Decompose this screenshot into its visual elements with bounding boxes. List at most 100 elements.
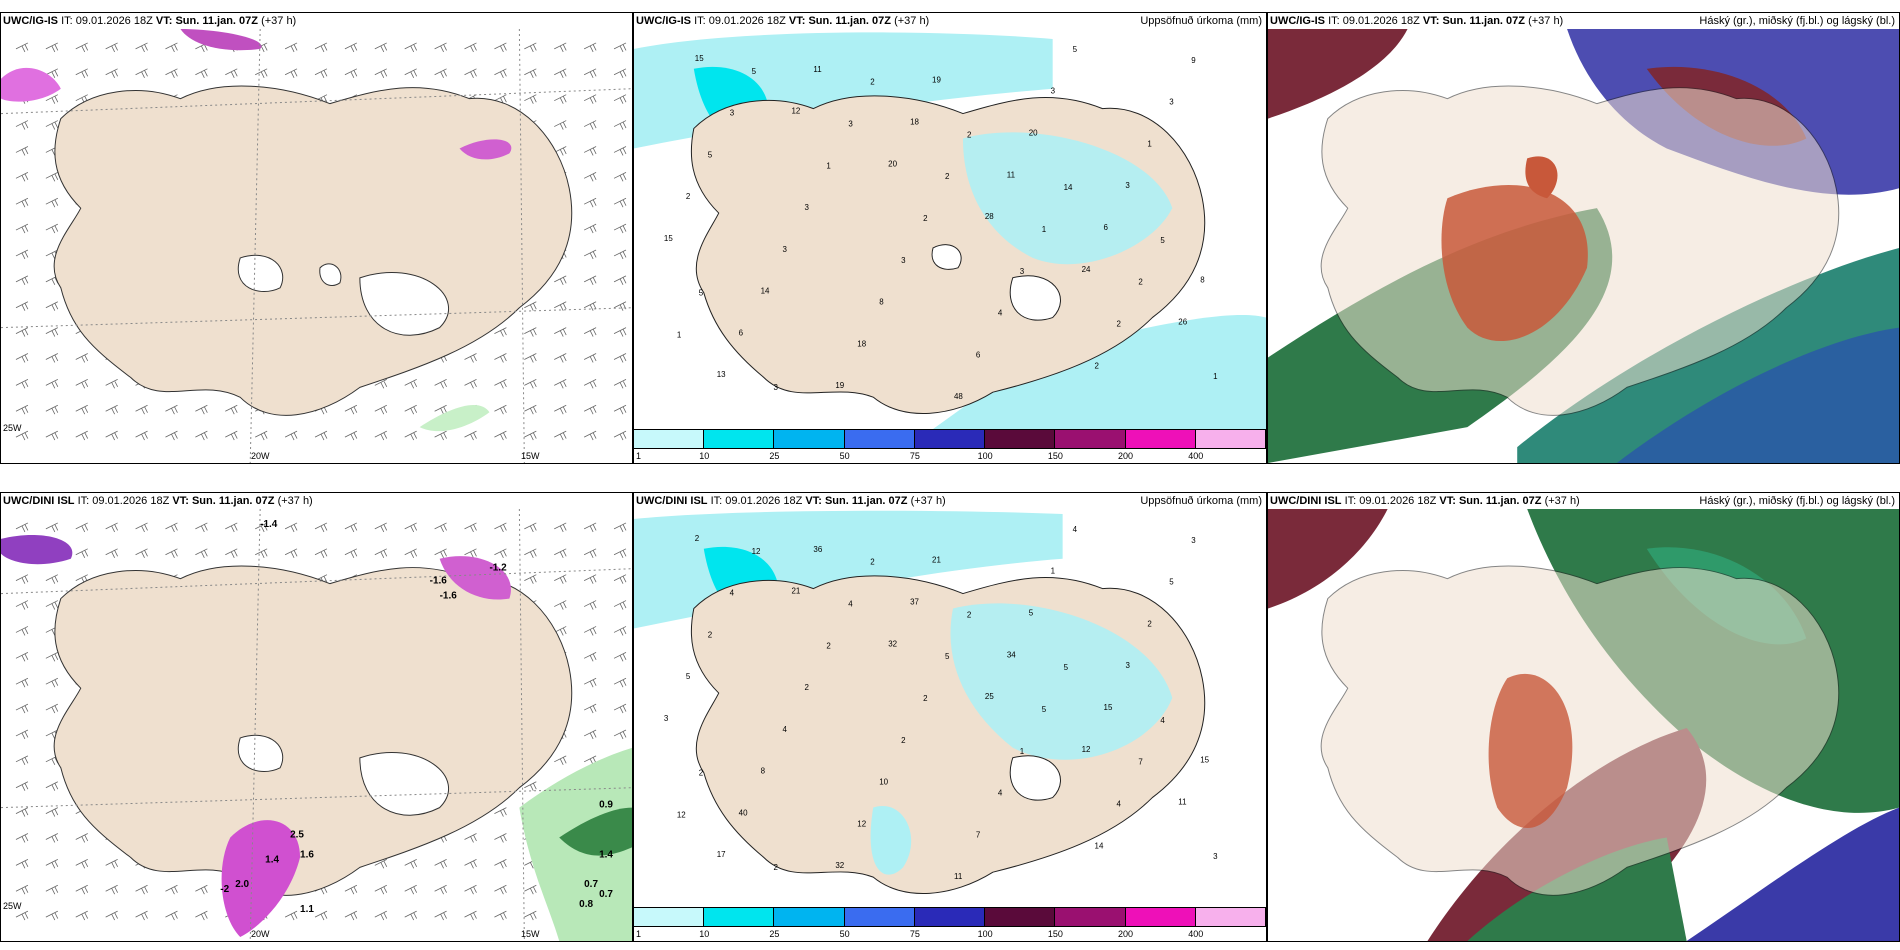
wind-barb [613,600,627,610]
wind-barb [344,548,358,558]
colorbar-swatch [634,908,705,926]
precip-value: 2 [870,558,875,567]
wind-barb [15,301,29,311]
wind-barb [404,42,418,53]
wind-barb [195,548,208,558]
wind-barb [15,223,29,234]
wind-barb [434,430,447,441]
wind-barb [464,548,477,558]
wind-barb [524,430,537,441]
wind-barb [314,68,328,78]
wind-barb [434,548,447,558]
wind-barb [613,94,627,104]
panel-precip-igis: UWC/IG-IS IT: 09.01.2026 18Z VT: Sun. 11… [633,12,1267,464]
precip-value: 2 [945,172,950,181]
precip-value: 3 [783,245,788,254]
precip-value: 1 [1042,225,1047,234]
wind-barb [105,859,118,869]
wind-barb [613,42,627,53]
axis-label-20w: 20W [251,451,270,461]
wind-barb [374,42,388,53]
wind-barb [524,94,537,104]
wind-barb [75,884,89,895]
wind-barb [464,353,477,363]
wind-barb [613,404,627,415]
wind-barb [165,68,178,78]
wind-barb [583,522,597,533]
wind-barb [404,68,418,78]
wind-barb [284,522,298,533]
precip-value: 3 [848,120,853,129]
wind-barb [45,703,59,714]
wind-barb [583,651,597,662]
wind-barb [434,404,447,415]
precip-value: 24 [1082,265,1091,274]
wind-barb [45,120,59,130]
wind-barb [135,910,148,921]
wind-barb [404,910,418,921]
wind-barb [583,600,597,610]
precip-value: 11 [1007,170,1016,179]
wind-barb [554,574,567,584]
precip-value: 13 [717,370,726,379]
precip-value: 2 [699,769,704,778]
wind-barb [554,327,567,337]
wind-barb [135,548,148,558]
wind-barb [583,42,597,53]
colorbar-swatch [774,908,845,926]
precip-value: 4 [730,589,735,598]
wind-barb [344,522,358,533]
wind-barb [613,626,627,636]
colorbar-label: 10 [699,451,710,461]
wind-barb [434,68,447,78]
colorbar-label: 200 [1118,929,1134,939]
precip-value: 5 [699,289,704,298]
precip-value: 2 [967,610,972,619]
wind-barb [45,301,59,311]
wind-barb [613,275,627,285]
wind-barb [583,171,597,182]
precip-value: 21 [932,556,941,565]
wind-barb [374,884,388,895]
wind-barb [75,353,89,363]
wind-barb [374,859,388,869]
wind-barb [15,703,29,714]
wind-barb [524,884,537,895]
panel-title: UWC/DINI ISL IT: 09.01.2026 18Z VT: Sun.… [3,495,313,507]
precip-value: 18 [857,339,866,348]
wind-barb [284,548,298,558]
wind-barb [15,404,29,415]
precip-value: 8 [761,767,766,776]
precip-value: 2 [708,630,713,639]
axis-label-15w: 15W [521,451,540,461]
wind-barb [524,548,537,558]
wind-barb [15,171,29,182]
colorbar-label: 75 [909,451,920,461]
colorbar-swatch [704,908,775,926]
colorbar-swatch [844,908,915,926]
panel-clouds-dini: UWC/DINI ISL IT: 09.01.2026 18Z VT: Sun.… [1267,492,1900,942]
wind-barb [404,430,418,441]
precip-colorbar [634,429,1266,449]
precip-value: 15 [1200,756,1209,765]
precip-value: 3 [1125,181,1130,190]
colorbar-label: 25 [769,929,780,939]
precip-value: 12 [752,547,761,556]
precip-value: 4 [1073,525,1078,534]
precip-value: 2 [901,736,906,745]
wind-barb [524,574,537,584]
precip-value: 6 [1104,223,1109,232]
precip-value: 2 [695,534,700,543]
wind-barb [75,42,89,53]
panel-wind-temp-igis: UWC/IG-IS IT: 09.01.2026 18Z VT: Sun. 11… [0,12,633,464]
precip-value: 14 [761,287,770,296]
wind-barb [494,884,507,895]
wind-barb [524,327,537,337]
wind-barb [494,327,507,337]
precip-value: 5 [708,150,713,159]
wind-barb [494,68,507,78]
wind-barb [45,884,59,895]
wind-barb [344,404,358,415]
wind-barb [554,120,567,130]
wind-barb [45,94,59,104]
